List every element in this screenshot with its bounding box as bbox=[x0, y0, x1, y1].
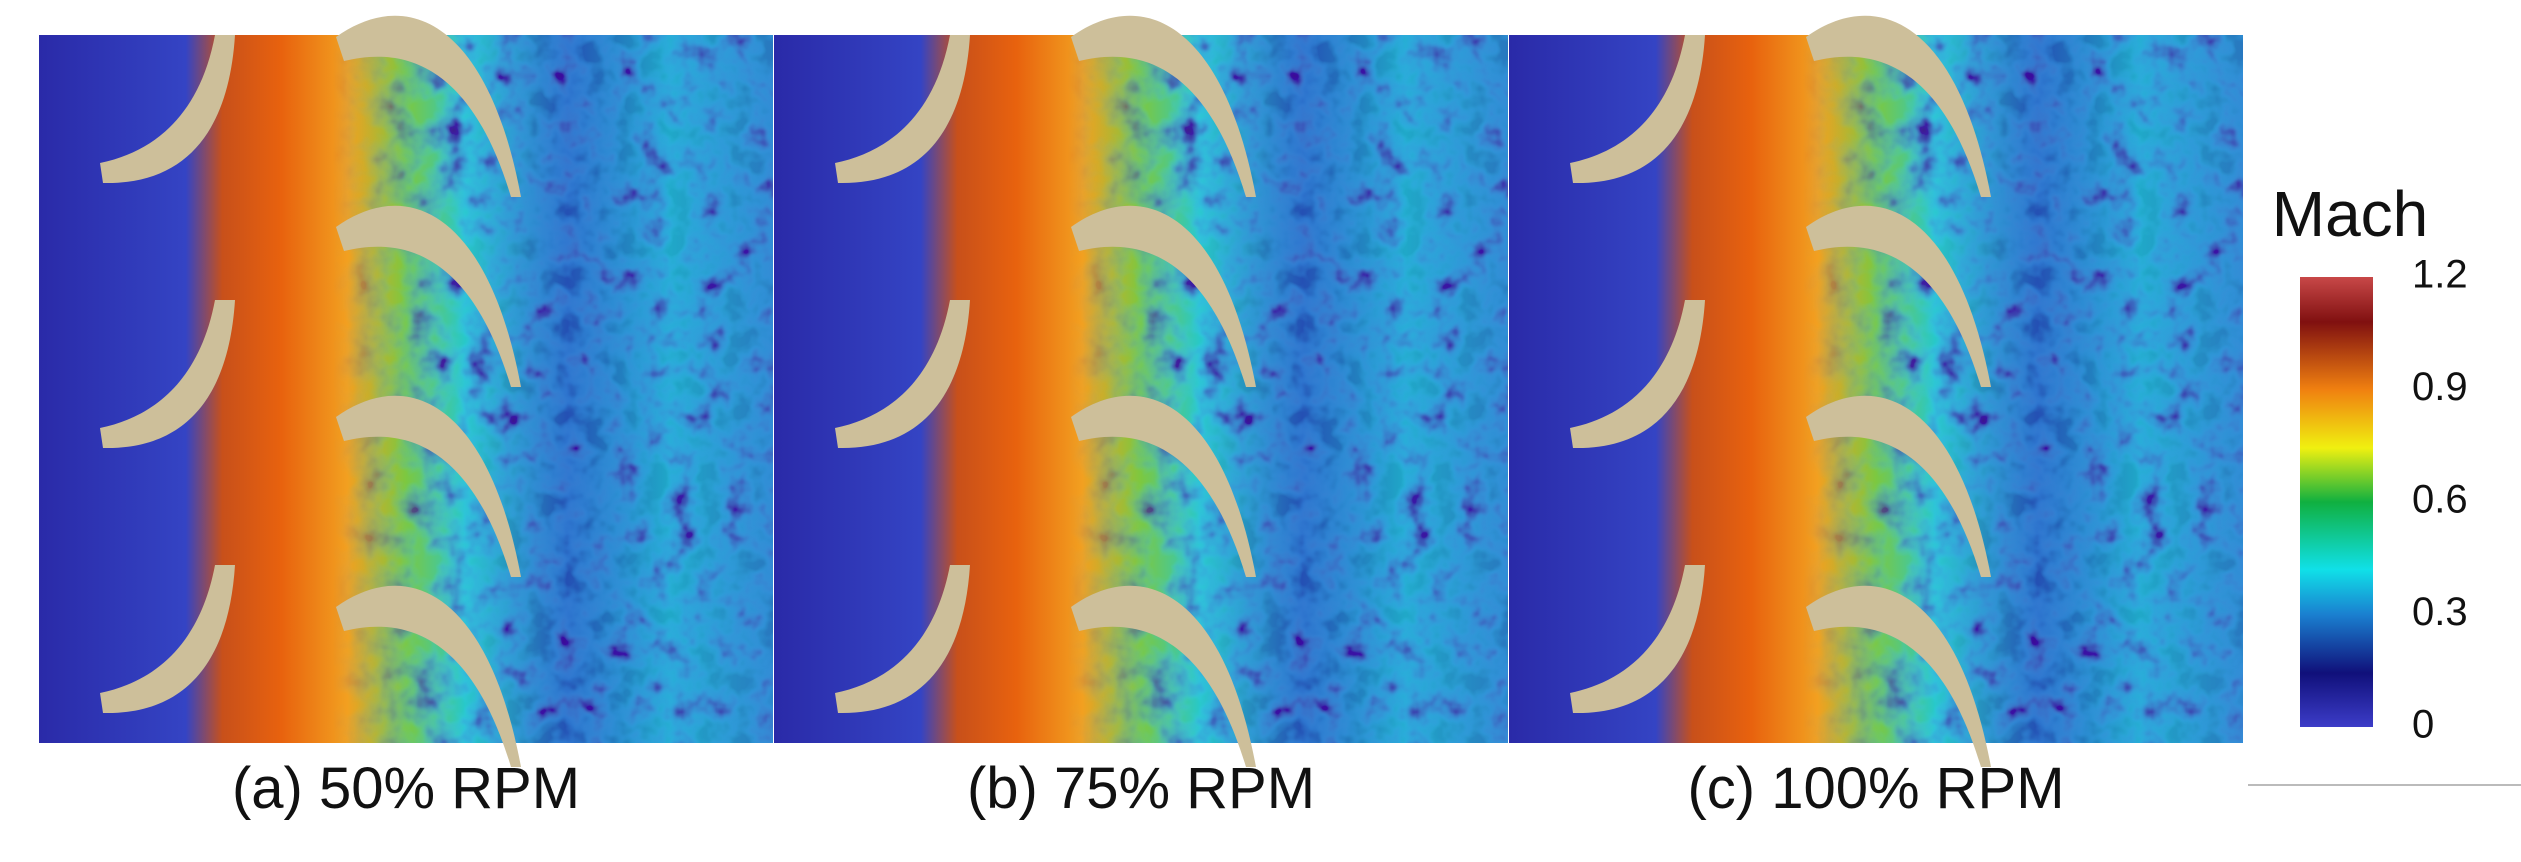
caption: (c) 100% RPM bbox=[1687, 756, 2064, 821]
colorbar-tick-label: 0.9 bbox=[2412, 365, 2468, 409]
panel-a bbox=[39, 16, 773, 767]
colorbar-tick-label: 0.3 bbox=[2412, 590, 2468, 634]
colorbar-tick-label: 0.6 bbox=[2412, 478, 2468, 522]
colorbar bbox=[2300, 277, 2373, 727]
colorbar-tick-label: 1.2 bbox=[2412, 253, 2468, 297]
caption: (b) 75% RPM bbox=[967, 756, 1315, 821]
colorbar-title: Mach bbox=[2272, 178, 2429, 250]
panel-c bbox=[1509, 16, 2243, 767]
colorbar-tick-label: 0 bbox=[2412, 703, 2434, 747]
panel-b bbox=[774, 16, 1508, 767]
caption: (a) 50% RPM bbox=[232, 756, 580, 821]
colorbar-ticks: 0 0.3 0.6 0.9 1.2 bbox=[2412, 253, 2468, 747]
